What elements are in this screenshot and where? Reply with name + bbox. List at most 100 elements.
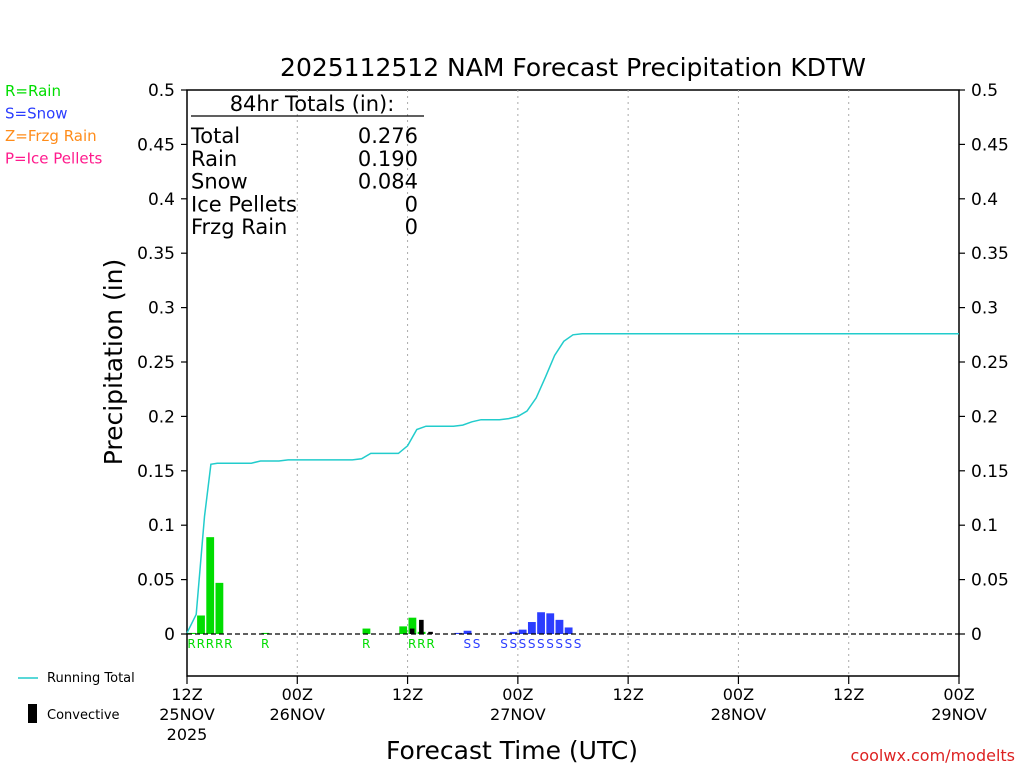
x-axis-title: Forecast Time (UTC) [386, 736, 638, 765]
precip-type-legend: R=Rain S=Snow Z=Frzg Rain P=Ice Pellets [5, 82, 102, 168]
y-tick-label: 0.05 [137, 571, 175, 591]
precip-type-marker: R [417, 637, 425, 651]
y-tick-label: 0.4 [148, 190, 175, 210]
y-tick-label: 0 [164, 625, 175, 645]
x-tick-time: 12Z [392, 685, 423, 704]
precip-type-marker: R [426, 637, 434, 651]
precip-bar [509, 631, 518, 634]
precip-type-marker: S [519, 637, 527, 651]
x-tick-time: 00Z [502, 685, 533, 704]
precip-type-marker: S [463, 637, 471, 651]
convective-bars [409, 619, 433, 634]
y-tick-label: 0.35 [137, 244, 175, 264]
x-tick-time: 00Z [943, 685, 974, 704]
precip-type-marker: R [261, 637, 269, 651]
totals-value: 0 [405, 192, 418, 216]
x-tick-time: 00Z [723, 685, 754, 704]
precip-type-marker: S [555, 637, 563, 651]
legend-z: Z=Frzg Rain [5, 127, 97, 145]
y-tick-label-right: 0.05 [971, 571, 1009, 591]
precip-bar [555, 619, 564, 634]
y-tick-label: 0.15 [137, 462, 175, 482]
convective-legend-swatch [28, 704, 37, 723]
precip-type-marker: S [574, 637, 582, 651]
running-total-line [186, 332, 959, 634]
precip-type-marker: S [537, 637, 545, 651]
x-tick-time: 12Z [171, 685, 202, 704]
precip-bar [527, 622, 536, 634]
precip-bars [187, 537, 573, 634]
running-total-legend-label: Running Total [47, 671, 135, 686]
totals-label: Rain [191, 147, 237, 171]
y-axis-right: 0 0.05 0.1 0.15 0.2 0.25 0.3 0.35 0.4 0.45 0.5 [959, 81, 1009, 645]
x-tick-year: 2025 [167, 725, 208, 744]
y-tick-label: 0.45 [137, 135, 175, 155]
precip-type-marker: R [362, 637, 370, 651]
totals-label: Snow [191, 170, 248, 194]
vertical-gridlines [296, 90, 850, 676]
plot-frame [186, 89, 960, 677]
precip-type-marker: R [187, 637, 195, 651]
y-tick-label-right: 0.1 [971, 516, 998, 536]
x-tick-date: 26NOV [269, 705, 325, 724]
x-tick-time: 12Z [833, 685, 864, 704]
precip-type-marker: S [565, 637, 573, 651]
totals-label: Ice Pellets [191, 192, 297, 216]
x-tick-date: 28NOV [711, 705, 767, 724]
x-tick-date: 27NOV [490, 705, 546, 724]
precip-type-marker: R [197, 637, 205, 651]
y-tick-label: 0.2 [148, 407, 175, 427]
y-tick-label-right: 0.2 [971, 407, 998, 427]
y-tick-label-right: 0.45 [971, 135, 1009, 155]
precip-bar [408, 617, 417, 634]
convective-bar [419, 619, 424, 634]
y-axis-title: Precipitation (in) [99, 259, 128, 466]
x-tick-time: 12Z [612, 685, 643, 704]
precip-type-marker: R [408, 637, 416, 651]
y-tick-label-right: 0 [971, 625, 982, 645]
convective-legend-label: Convective [47, 708, 120, 723]
y-axis-left: 0 0.05 0.1 0.15 0.2 0.25 0.3 0.35 0.4 0.45 0.5 [137, 81, 187, 645]
precip-type-marker: R [215, 637, 223, 651]
y-tick-label: 0.5 [148, 81, 175, 101]
x-tick-date: 29NOV [931, 705, 987, 724]
totals-value: 0.276 [358, 124, 418, 148]
totals-header: 84hr Totals (in): [230, 92, 395, 116]
precip-bar [399, 626, 408, 634]
precip-type-marker: S [528, 637, 536, 651]
legend-r: R=Rain [5, 82, 61, 100]
x-tick-date: 25NOV [159, 705, 215, 724]
totals-rows: Total 0.276 Rain 0.190 Snow 0.084 Ice Pellets 0… [190, 124, 418, 239]
totals-box: 84hr Totals (in): Total 0.276 Rain 0.190 Sno… [190, 92, 424, 239]
precip-bar [463, 630, 472, 634]
y-tick-label: 0.3 [148, 299, 175, 319]
y-tick-label-right: 0.15 [971, 462, 1009, 482]
x-tick-time: 00Z [282, 685, 313, 704]
y-tick-label-right: 0.5 [971, 81, 998, 101]
precip-bar [261, 632, 270, 634]
totals-value: 0.190 [358, 147, 418, 171]
precip-bar [206, 537, 215, 634]
precip-type-marker: S [473, 637, 481, 651]
totals-label: Frzg Rain [191, 215, 287, 239]
y-tick-label-right: 0.35 [971, 244, 1009, 264]
bottom-legend: Running Total Convective [18, 671, 135, 723]
y-tick-label: 0.1 [148, 516, 175, 536]
y-tick-label-right: 0.4 [971, 190, 998, 210]
precip-bar [564, 627, 573, 634]
chart-title: 2025112512 NAM Forecast Precipitation KD… [280, 53, 866, 82]
credit-text: coolwx.com/modelts [851, 746, 1015, 765]
precip-bar [518, 629, 527, 634]
precip-bar [546, 613, 555, 634]
precip-type-marker: S [546, 637, 554, 651]
precip-bar [537, 612, 545, 634]
precip-bar [362, 628, 371, 634]
precip-bar [215, 582, 224, 634]
legend-s: S=Snow [5, 105, 68, 123]
precip-type-marker: R [206, 637, 214, 651]
precip-type-marker: R [224, 637, 232, 651]
legend-p: P=Ice Pellets [5, 150, 102, 168]
